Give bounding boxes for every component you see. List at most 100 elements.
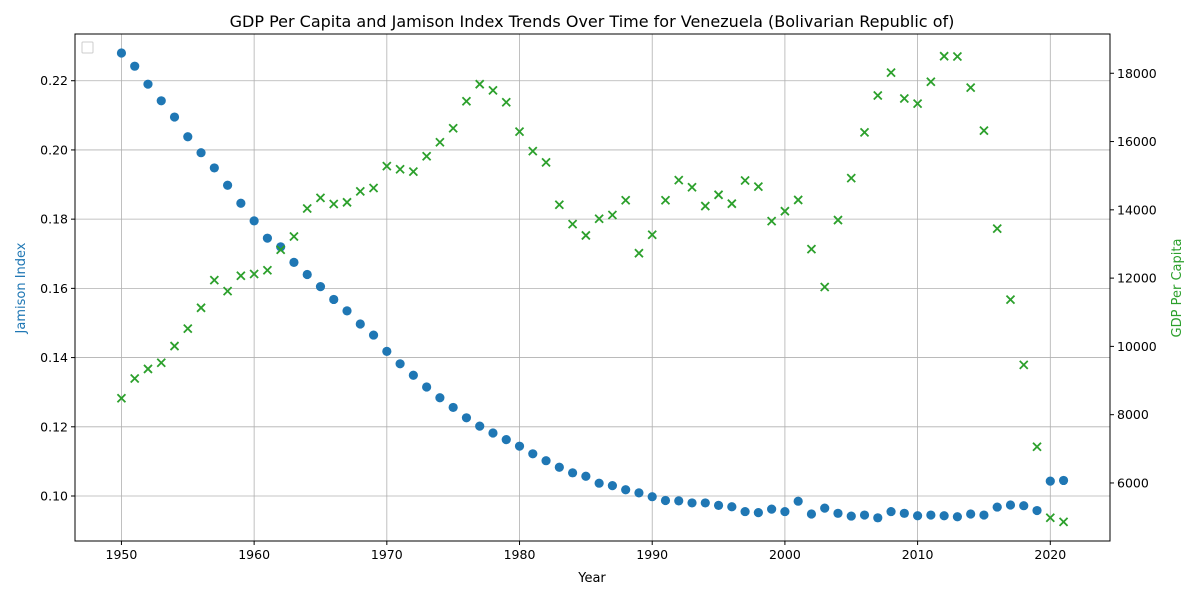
jamison-point [302,269,312,280]
gdp-point [329,199,339,209]
gdp-point [130,373,140,384]
y-right-tick-label: 12000 [1117,271,1157,286]
jamison-point [289,257,299,268]
gdp-point [846,173,856,183]
x-axis-label: Year [577,571,606,586]
jamison-point [236,198,246,208]
jamison-point [169,112,180,122]
jamison-point [329,294,339,305]
jamison-point [820,503,830,513]
x-tick-label: 1970 [371,547,403,562]
jamison-point [1019,501,1029,511]
jamison-point [846,511,856,521]
jamison-point [966,509,976,519]
gdp-point [833,215,843,225]
gdp-point [873,90,883,101]
jamison-point [315,282,326,292]
gdp-point [966,82,976,93]
gdp-point [501,97,511,107]
jamison-point [276,242,286,252]
jamison-point [753,508,763,518]
gdp-point [1005,294,1016,305]
gdp-point [421,151,432,161]
jamison-point [833,508,843,518]
jamison-point [859,510,870,520]
gdp-point [886,67,896,78]
gdp-point [289,231,299,242]
gdp-point [143,364,153,374]
gdp-point [1045,513,1055,523]
jamison-point [926,510,936,520]
jamison-point [567,468,578,478]
jamison-point [647,492,657,502]
gdp-point [183,324,193,334]
axis-ticks: 1950 1960 1970 1980 1990 2000 2010 2020 0.10 0.12… [40,66,1157,562]
gdp-point [820,282,830,292]
jamison-point [183,132,193,142]
plot-frame [74,33,1111,542]
gdp-point [647,230,657,240]
gdp-point [926,77,936,87]
gdp-point [899,93,909,104]
y-axis-right-label: GDP Per Capita [1170,239,1185,338]
gdp-point [276,245,286,255]
gdp-point [687,182,697,192]
y-left-tick-label: 0.22 [40,73,68,88]
legend-box [81,41,94,54]
gdp-point [448,123,458,133]
gdp-point [952,51,963,62]
gdp-point [740,175,750,186]
jamison-point [607,481,618,491]
jamison-point [156,96,166,106]
gdp-point [753,181,764,192]
x-tick-label: 2020 [1034,547,1066,562]
y-right-tick-label: 10000 [1117,339,1157,354]
y-left-tick-label: 0.18 [40,212,68,227]
gdp-point [156,358,166,368]
jamison-point [979,510,989,520]
jamison-point [355,319,365,329]
jamison-point [1045,476,1055,486]
gdp-point [528,146,538,156]
x-tick-label: 2000 [769,547,801,562]
y-right-tick-label: 14000 [1117,202,1157,217]
jamison-point [130,61,140,71]
jamison-point [886,506,896,517]
gdp-point [581,230,591,241]
jamison-point [475,421,485,431]
jamison-point [952,512,963,522]
gdp-point [554,200,564,210]
gdp-point [939,51,949,61]
gdp-point [713,190,724,200]
x-tick-label: 1980 [504,547,536,562]
jamison-point [740,506,750,517]
jamison-point [1032,505,1042,516]
gdp-point [806,244,817,254]
gdp-point [222,286,233,296]
x-tick-label: 1960 [238,547,270,562]
gdp-point [859,127,870,137]
jamison-point [713,500,724,510]
jamison-point [793,496,803,506]
chart-title: GDP Per Capita and Jamison Index Trends … [230,12,955,31]
y-left-tick-label: 0.14 [40,350,68,365]
x-tick-label: 2010 [902,547,934,562]
jamison-point [621,485,631,495]
gdp-point [461,96,472,106]
gdp-point [766,216,777,226]
jamison-point [899,508,909,518]
jamison-point [767,504,777,514]
jamison-point [581,471,591,481]
jamison-point [342,306,352,316]
jamison-point [687,498,697,508]
x-tick-label: 1990 [636,547,668,562]
jamison-point [727,502,737,512]
jamison-point [501,435,511,445]
y-left-tick-label: 0.16 [40,281,68,296]
gdp-point [315,193,326,203]
jamison-point [992,502,1002,512]
gdp-point [262,265,273,275]
gdp-point [541,157,551,168]
x-tick-label: 1950 [106,547,138,562]
